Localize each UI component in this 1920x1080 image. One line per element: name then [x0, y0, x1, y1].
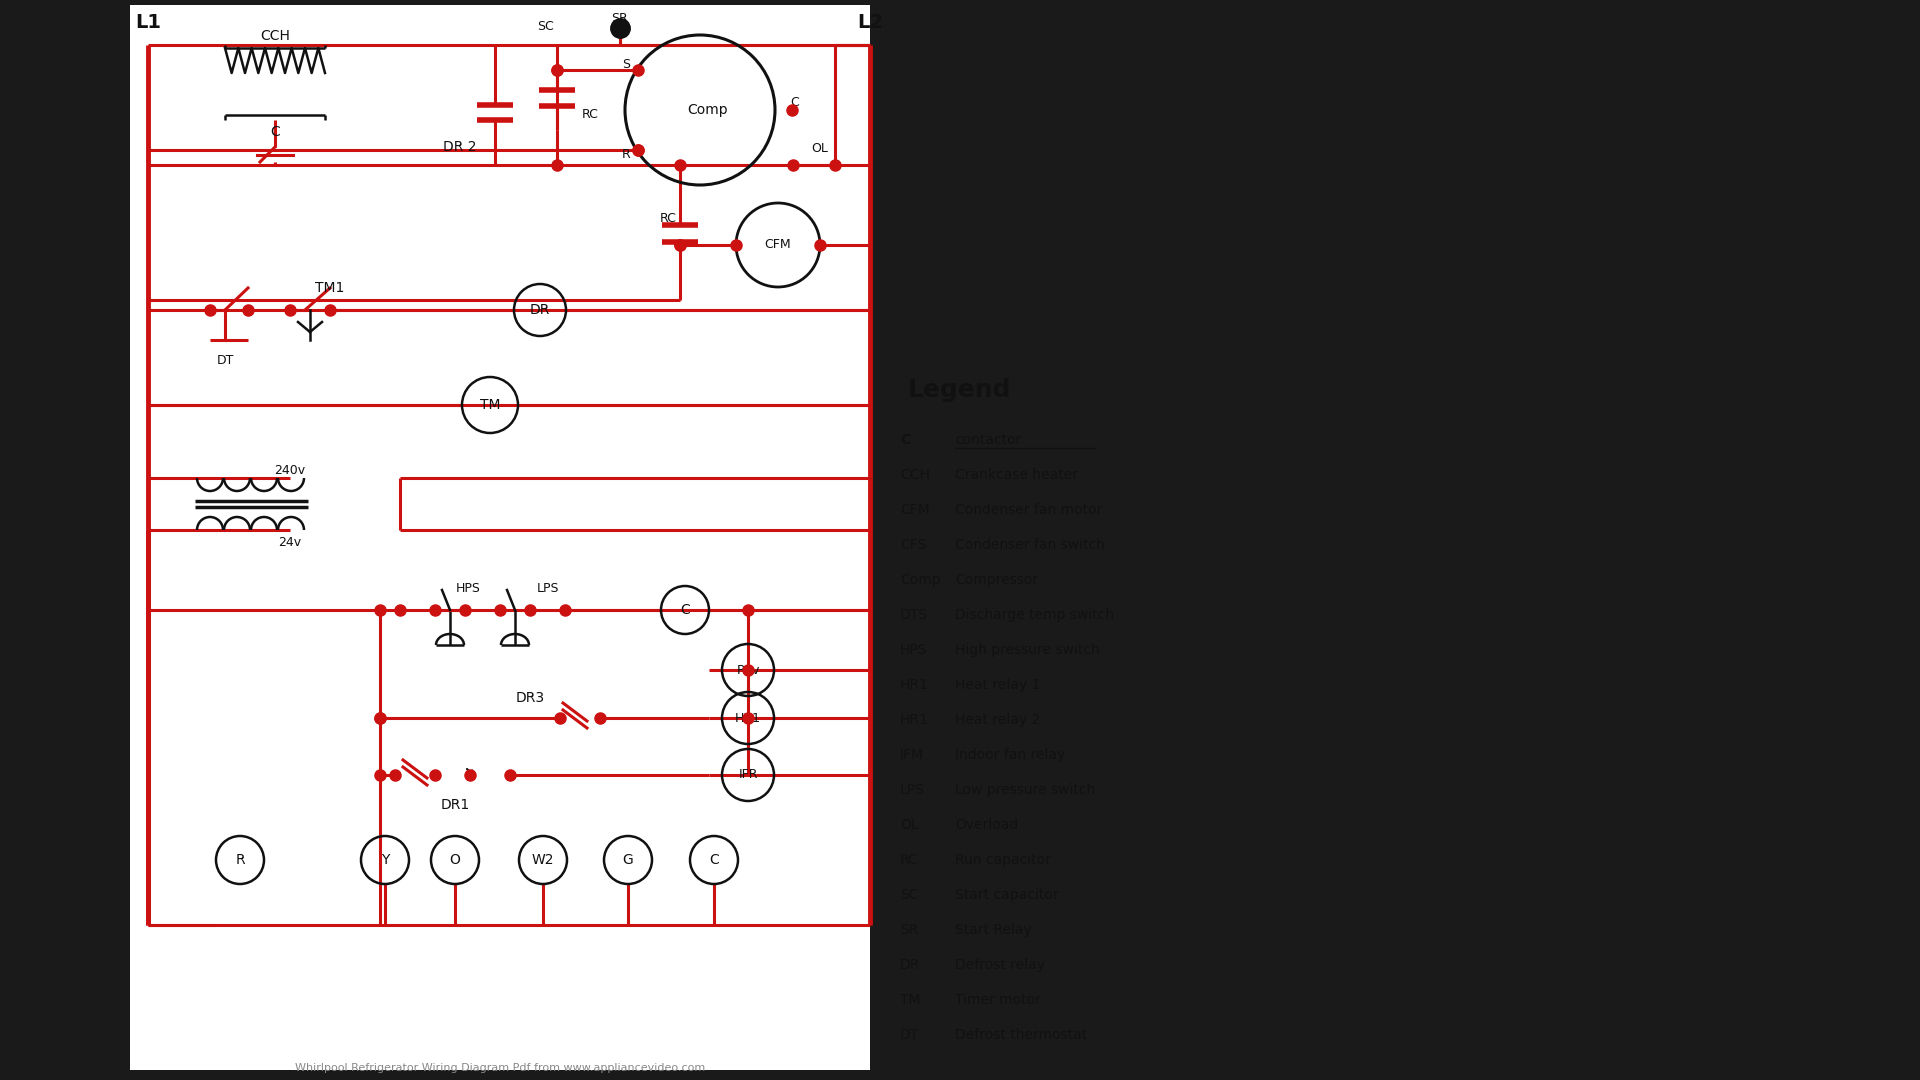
Text: DT: DT — [217, 353, 234, 366]
Text: Condenser fan switch: Condenser fan switch — [954, 538, 1104, 552]
Text: RC: RC — [900, 853, 918, 867]
Text: CCH: CCH — [900, 468, 929, 482]
Text: DR: DR — [900, 958, 920, 972]
Text: Defrost relay: Defrost relay — [954, 958, 1044, 972]
Text: Legend: Legend — [908, 378, 1012, 402]
Text: Condenser fan motor: Condenser fan motor — [954, 503, 1102, 517]
Text: C: C — [271, 125, 280, 139]
Text: C: C — [708, 853, 718, 867]
Text: S: S — [622, 58, 630, 71]
Text: DR 2: DR 2 — [444, 140, 476, 154]
Text: C: C — [791, 95, 799, 108]
Text: Compressor: Compressor — [954, 573, 1039, 588]
Text: contactor: contactor — [954, 433, 1021, 447]
Text: R: R — [234, 853, 246, 867]
Text: DR: DR — [530, 303, 551, 318]
Text: RC: RC — [582, 108, 599, 121]
Text: Timer motor: Timer motor — [954, 993, 1041, 1007]
Text: IFM: IFM — [900, 748, 924, 762]
Text: W2: W2 — [532, 853, 555, 867]
Text: L2: L2 — [856, 13, 883, 31]
Text: SC: SC — [900, 888, 918, 902]
Text: CFM: CFM — [900, 503, 929, 517]
Text: DTS: DTS — [900, 608, 927, 622]
Text: Discharge temp switch: Discharge temp switch — [954, 608, 1114, 622]
Text: RC: RC — [660, 212, 676, 225]
Text: Run capacitor: Run capacitor — [954, 853, 1050, 867]
Text: Low pressure switch: Low pressure switch — [954, 783, 1094, 797]
Text: CFM: CFM — [764, 239, 791, 252]
Text: DT: DT — [900, 1028, 920, 1042]
Text: TM: TM — [900, 993, 920, 1007]
Text: Y: Y — [380, 853, 390, 867]
Text: Rev: Rev — [735, 663, 760, 676]
Text: DR3: DR3 — [515, 691, 545, 705]
Text: Defrost thermostat: Defrost thermostat — [954, 1028, 1087, 1042]
Text: Start capacitor: Start capacitor — [954, 888, 1058, 902]
Text: LPS: LPS — [538, 581, 559, 594]
Text: Heat relay 1: Heat relay 1 — [954, 678, 1041, 692]
Text: Start Relay: Start Relay — [954, 923, 1031, 937]
Text: L1: L1 — [134, 13, 161, 31]
Text: DR1: DR1 — [440, 798, 470, 812]
Text: IFR: IFR — [739, 769, 758, 782]
Text: 240v: 240v — [275, 463, 305, 476]
Text: HR1: HR1 — [735, 712, 760, 725]
Text: HR1: HR1 — [900, 713, 929, 727]
Text: OL: OL — [900, 818, 918, 832]
Text: HR1: HR1 — [900, 678, 929, 692]
Text: SR: SR — [900, 923, 918, 937]
Text: Heat relay 2: Heat relay 2 — [954, 713, 1041, 727]
Text: CFS: CFS — [900, 538, 925, 552]
Text: CCH: CCH — [259, 29, 290, 43]
Text: Comp: Comp — [900, 573, 941, 588]
Text: Comp: Comp — [687, 103, 728, 117]
Text: C: C — [900, 433, 910, 447]
Text: SR: SR — [612, 12, 628, 25]
Text: SC: SC — [536, 21, 553, 33]
Text: TM1: TM1 — [315, 281, 346, 295]
Text: TM: TM — [480, 399, 501, 411]
Text: Overload: Overload — [954, 818, 1018, 832]
Text: LPS: LPS — [900, 783, 925, 797]
Bar — [131, 5, 870, 1070]
Text: HPS: HPS — [455, 581, 480, 594]
Text: Indoor fan relay: Indoor fan relay — [954, 748, 1066, 762]
Text: OL: OL — [812, 141, 828, 154]
Text: High pressure switch: High pressure switch — [954, 643, 1100, 657]
Text: Whirlpool Refrigerator Wiring Diagram Pdf from www.appliancevideo.com: Whirlpool Refrigerator Wiring Diagram Pd… — [296, 1063, 705, 1074]
Text: 24v: 24v — [278, 536, 301, 549]
Text: HPS: HPS — [900, 643, 927, 657]
Text: O: O — [449, 853, 461, 867]
Text: R: R — [622, 148, 630, 162]
Text: Crankcase heater: Crankcase heater — [954, 468, 1077, 482]
Text: C: C — [680, 603, 689, 617]
Text: G: G — [622, 853, 634, 867]
